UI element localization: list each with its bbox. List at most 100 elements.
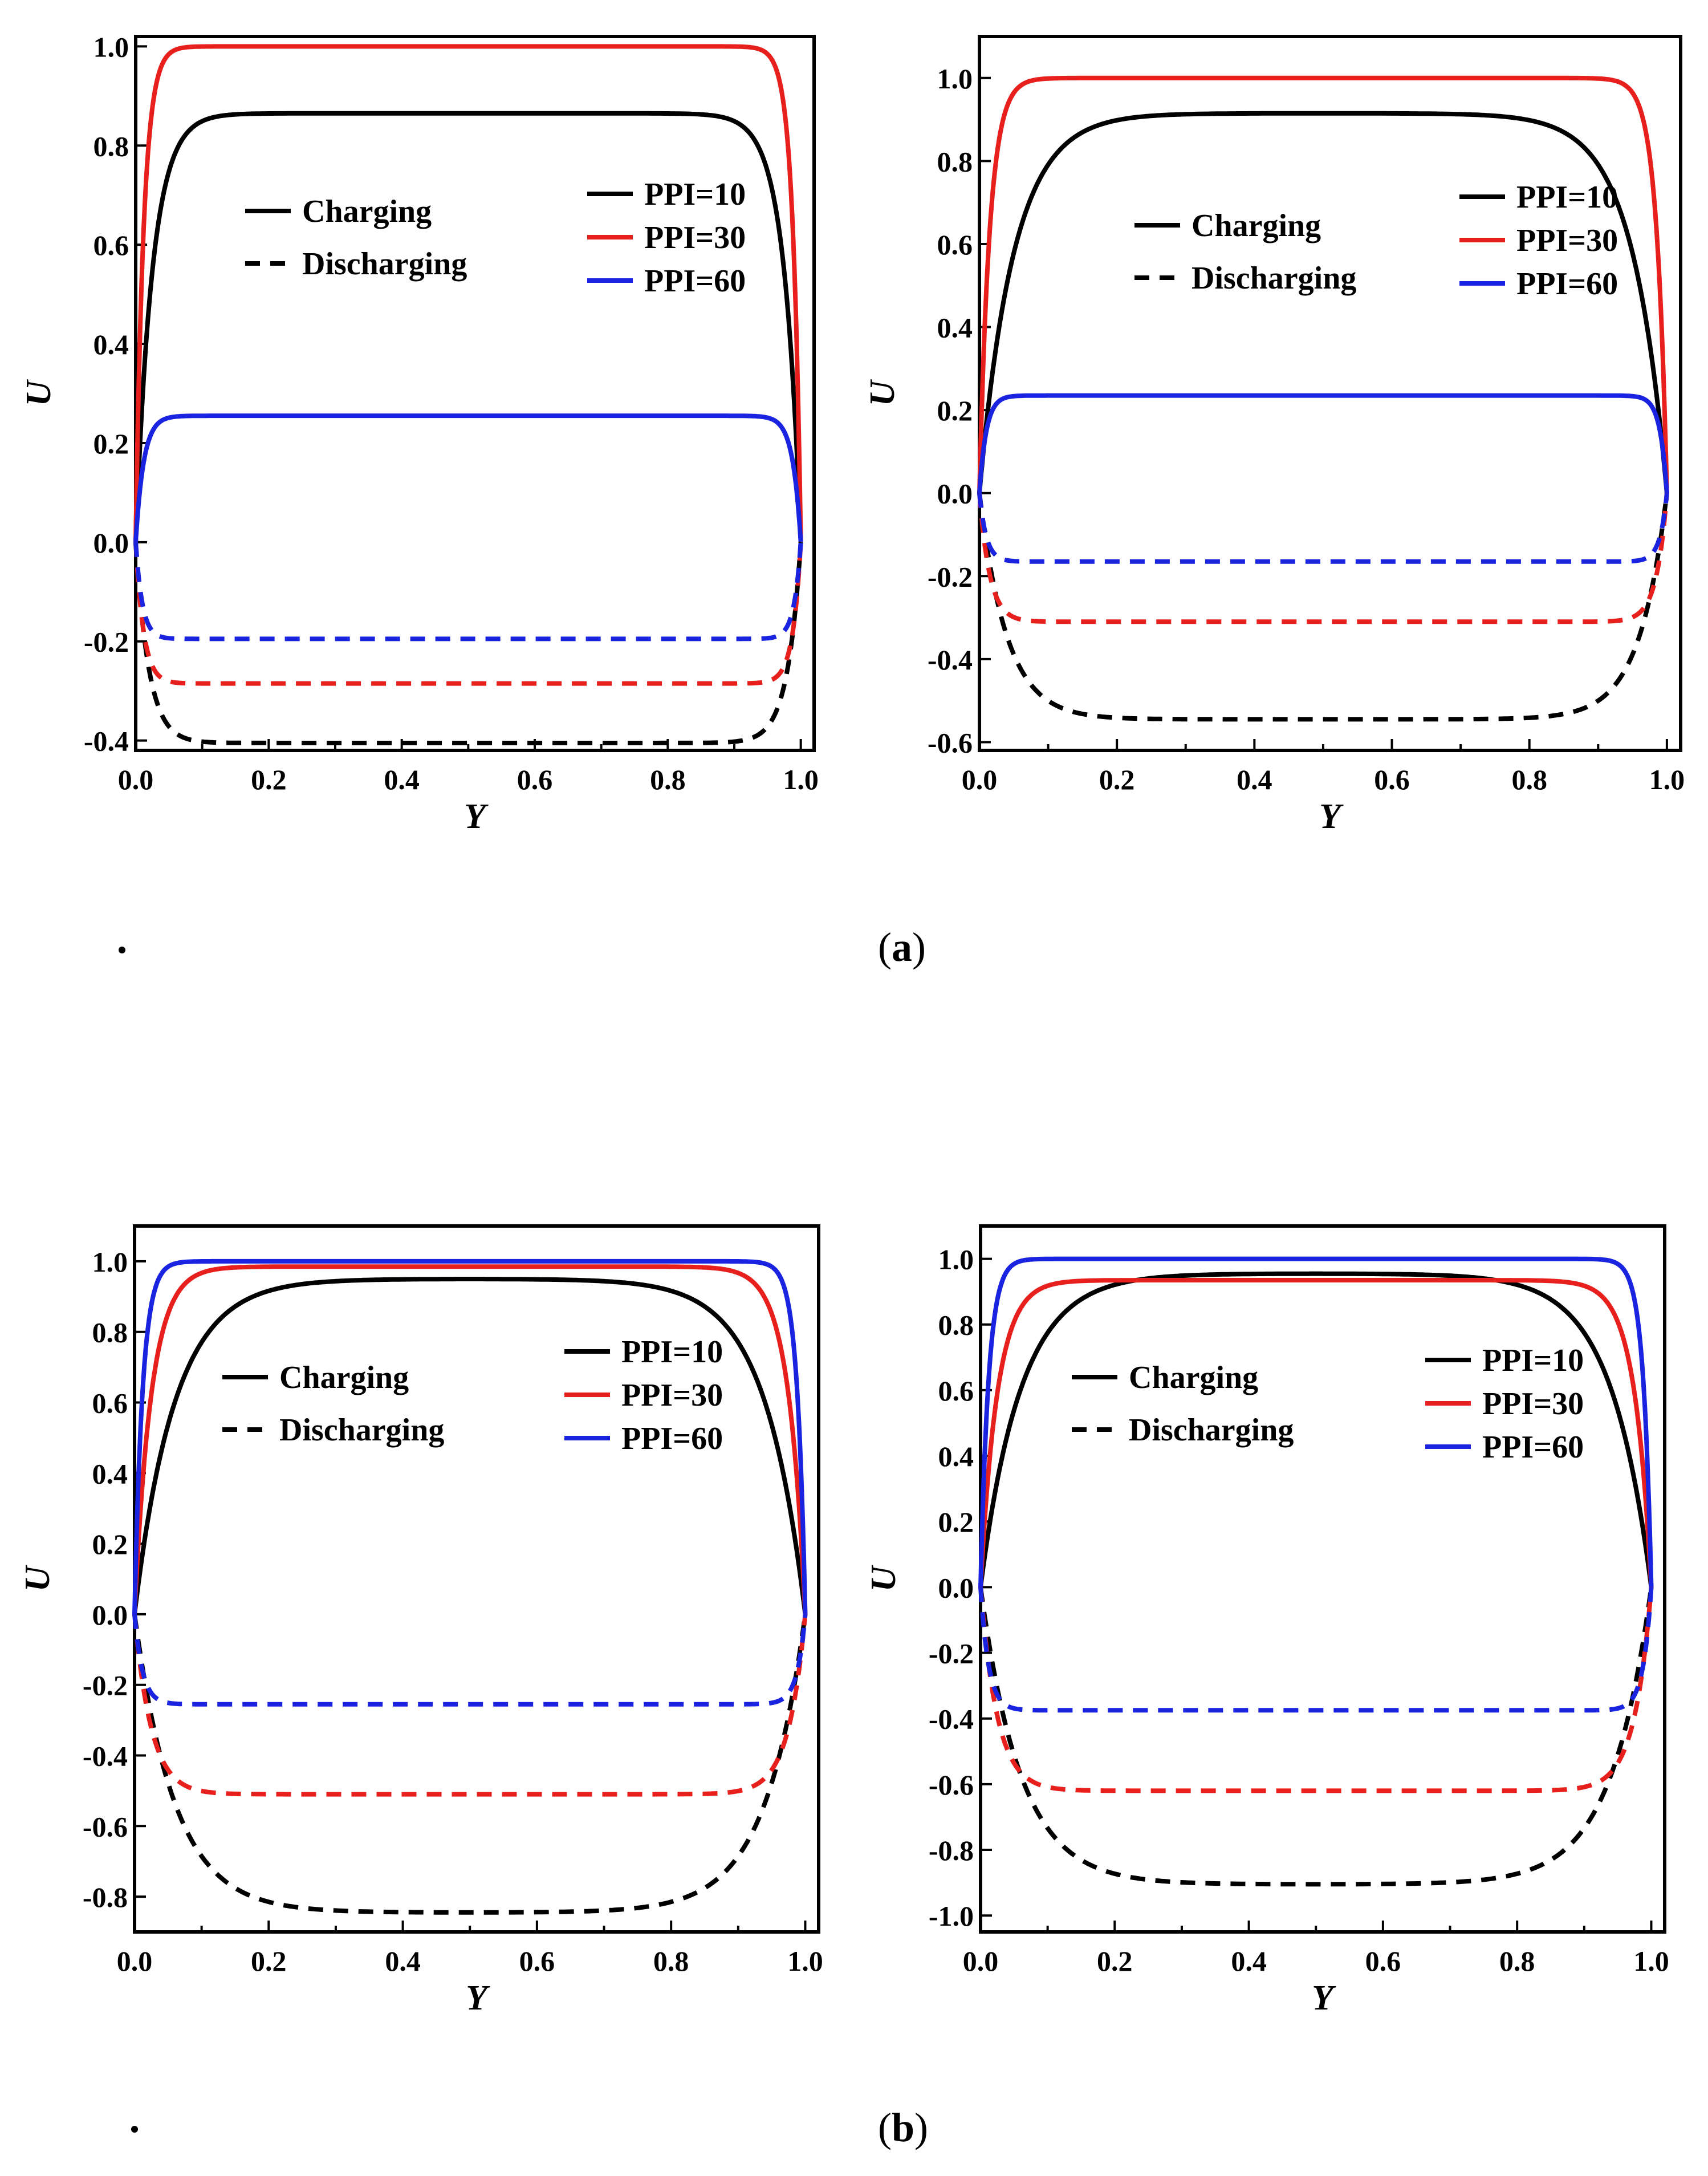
x-tick-label: 1.0 (787, 1945, 823, 1977)
x-axis-title: Y (464, 797, 489, 836)
x-tick-label: 0.0 (962, 764, 998, 795)
legend-ppi-60-label: PPI=60 (644, 263, 746, 299)
x-tick-label: 0.4 (384, 764, 420, 795)
discharging-ppi-10-line (132, 1612, 808, 1915)
stray-dot-a (119, 947, 125, 953)
y-tick-label: 1.0 (938, 1244, 974, 1276)
caption-a-letter: a (891, 924, 912, 970)
x-tick-label: 0.6 (519, 1945, 555, 1977)
y-tick-label: -0.4 (928, 644, 973, 676)
y-tick-label: 1.0 (92, 1246, 128, 1278)
legend-discharging-label: Discharging (279, 1412, 444, 1448)
x-axis-title: Y (1312, 1979, 1336, 2017)
x-tick-label: 1.0 (1649, 764, 1685, 795)
y-tick-label: -0.2 (929, 1638, 974, 1670)
legend-ppi-10-label: PPI=10 (644, 177, 746, 212)
x-tick-label: 0.2 (251, 1945, 287, 1977)
x-tick-label: 1.0 (783, 764, 819, 795)
y-tick-label: 0.0 (92, 1599, 128, 1631)
y-axis-title: U (864, 1564, 903, 1592)
x-tick-label: 0.4 (385, 1945, 421, 1977)
charging-ppi-60-line (132, 1258, 808, 1617)
caption-b-close: ) (914, 2105, 929, 2150)
chart-panel-b-left: 0.0 0.2 0.4 0.6 0.8 1.0 -0.8 -0.6 -0.4 -0.2 0.0 0.2… (18, 1224, 823, 2017)
charging-ppi-10-line (133, 111, 803, 545)
y-tick-label: 0.6 (92, 1387, 128, 1419)
chart-panel-a-right: 0.0 0.2 0.4 0.6 0.8 1.0 -0.6 -0.4 -0.2 0.0 0.2 0.4 0… (863, 35, 1685, 836)
y-tick-label: 0.4 (937, 312, 973, 344)
y-axis-title: U (863, 379, 902, 406)
x-tick-label: 0.4 (1231, 1945, 1267, 1977)
x-tick-label: 0.8 (1499, 1945, 1535, 1977)
discharging-ppi-60-line (977, 490, 1669, 564)
y-tick-label: 0.0 (938, 1572, 974, 1603)
y-tick-label: 0.6 (937, 229, 973, 261)
plot-frame (979, 1224, 1666, 1934)
y-tick-label: 1.0 (93, 31, 129, 63)
x-tick-label: 0.2 (251, 764, 287, 795)
y-tick-label: -1.0 (929, 1900, 974, 1932)
x-tick-label: 0.6 (517, 764, 553, 795)
y-axis-title: U (18, 1564, 57, 1592)
discharging-ppi-60-line (133, 540, 803, 642)
discharging-ppi-30-line (133, 540, 803, 686)
charging-ppi-30-line (133, 44, 803, 544)
charging-ppi-10-line (977, 111, 1669, 496)
y-tick-label: -0.6 (83, 1810, 128, 1842)
x-tick-label: 0.2 (1099, 764, 1135, 795)
x-axis-title: Y (1319, 797, 1344, 836)
y-tick-label: -0.4 (929, 1703, 974, 1735)
legend-ppi-30-label: PPI=30 (621, 1378, 723, 1413)
discharging-ppi-60-line (132, 1612, 808, 1707)
discharging-ppi-30-line (132, 1612, 808, 1797)
y-tick-label: 0.0 (937, 478, 973, 510)
charging-ppi-10-line (132, 1277, 808, 1617)
y-tick-label: 0.4 (92, 1458, 128, 1489)
y-tick-label: 0.8 (937, 145, 973, 177)
x-tick-label: 0.6 (1365, 1945, 1401, 1977)
caption-b-letter: b (891, 2105, 915, 2150)
charging-ppi-60-line (978, 1256, 1654, 1589)
legend-discharging-label: Discharging (1129, 1412, 1294, 1448)
y-tick-label: 0.8 (938, 1309, 974, 1341)
x-tick-label: 0.6 (1374, 764, 1410, 795)
legend-ppi-10-label: PPI=10 (1516, 180, 1618, 215)
y-tick-label: 0.6 (93, 229, 129, 261)
y-tick-label: 0.4 (93, 328, 129, 360)
y-axis-title: U (19, 379, 58, 406)
x-axis-title: Y (466, 1979, 490, 2017)
chart-panel-a-left: 0.0 0.2 0.4 0.6 0.8 1.0 -0.4 -0.2 0.0 0.2 0.4 0.6 0.… (19, 31, 819, 836)
y-tick-label: 1.0 (937, 63, 973, 95)
y-tick-label: -0.4 (83, 1740, 128, 1772)
discharging-ppi-60-line (978, 1585, 1654, 1713)
y-tick-label: -0.2 (928, 561, 973, 592)
y-tick-label: 0.2 (93, 428, 129, 460)
y-tick-label: -0.8 (929, 1834, 974, 1866)
legend-discharging-label: Discharging (302, 246, 467, 282)
y-tick-label: -0.4 (84, 725, 129, 757)
legend-charging-label: Charging (302, 194, 432, 229)
y-tick-label: -0.2 (84, 626, 129, 658)
x-tick-label: 0.0 (117, 1945, 153, 1977)
y-tick-label: 0.2 (92, 1528, 128, 1560)
x-tick-label: 0.4 (1237, 764, 1272, 795)
chart-panel-b-right: 0.0 0.2 0.4 0.6 0.8 1.0 -1.0 -0.8 -0.6 -0.4 -0.2 0.… (864, 1224, 1669, 2017)
y-tick-label: 0.8 (92, 1317, 128, 1349)
y-tick-label: 0.6 (938, 1375, 974, 1407)
legend-ppi-30-label: PPI=30 (1516, 223, 1618, 258)
discharging-ppi-10-line (133, 540, 803, 745)
plot-frame (133, 1224, 820, 1934)
y-tick-label: -0.6 (929, 1769, 974, 1801)
charging-ppi-30-line (977, 75, 1669, 495)
charging-ppi-60-line (133, 413, 803, 545)
y-tick-label: -0.8 (83, 1881, 128, 1913)
y-tick-label: -0.2 (83, 1670, 128, 1702)
x-tick-label: 0.8 (653, 1945, 689, 1977)
caption-a-close: ) (912, 924, 926, 970)
legend-ppi-60-label: PPI=60 (621, 1421, 723, 1456)
legend-ppi-60-label: PPI=60 (1516, 266, 1618, 302)
legend-ppi-30-label: PPI=30 (1482, 1386, 1584, 1422)
y-tick-label: 0.4 (938, 1440, 974, 1472)
y-tick-label: 0.0 (93, 527, 129, 559)
discharging-ppi-30-line (977, 490, 1669, 624)
